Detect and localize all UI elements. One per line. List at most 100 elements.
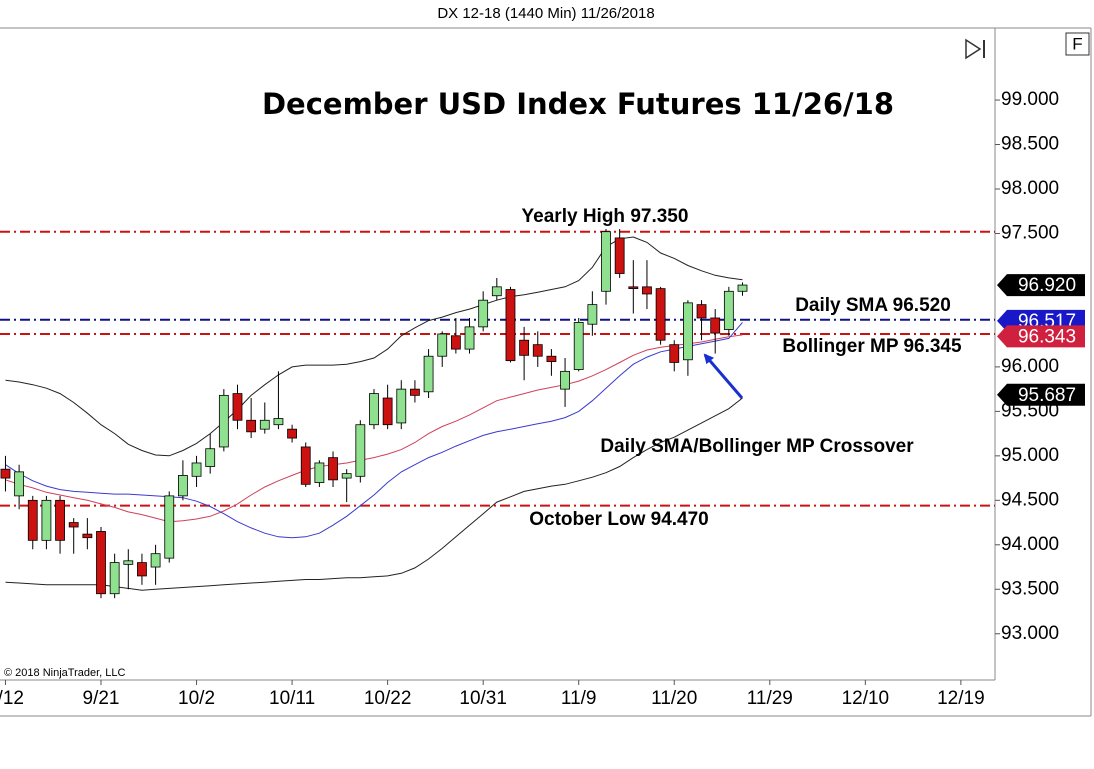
candle-body [96, 531, 106, 595]
x-tick-label: 9/21 [83, 688, 120, 709]
price-marker-label: 95.687 [1018, 385, 1076, 406]
candle-body [27, 499, 38, 541]
candle-body [505, 289, 516, 362]
candle-body [696, 304, 707, 319]
chart-title: December USD Index Futures 11/26/18 [262, 87, 894, 121]
y-tick-label: 95.000 [1001, 445, 1059, 466]
candle-body [164, 495, 175, 559]
annotation: Daily SMA/Bollinger MP Crossover [600, 436, 914, 457]
candle-body [683, 302, 693, 361]
candle-body [614, 237, 625, 274]
candle-body [314, 462, 325, 483]
candle-body [382, 397, 393, 426]
candle-body [573, 322, 584, 370]
x-tick-label: 10/2 [178, 688, 215, 709]
y-tick-label: 99.000 [1001, 89, 1059, 110]
candle-body [328, 457, 338, 481]
candle-body [437, 333, 448, 357]
header: DX 12-18 (1440 Min) 11/26/2018 [437, 5, 654, 22]
candle-body [710, 317, 721, 334]
candle-body [601, 231, 611, 292]
y-tick-label: 98.500 [1001, 134, 1059, 155]
x-tick-label: 10/11 [269, 688, 315, 709]
candle-body [410, 388, 420, 396]
plot-area [0, 229, 995, 599]
y-tick-label: 94.500 [1001, 489, 1059, 510]
candle-body [423, 355, 434, 393]
scroll-end-icon[interactable] [965, 38, 985, 60]
copyright: © 2018 NinjaTrader, LLC [4, 667, 125, 679]
y-tick-label: 98.000 [1001, 178, 1059, 199]
annotation-arrow [703, 353, 744, 399]
candle-body [191, 462, 202, 477]
y-tick-label: 93.500 [1001, 578, 1059, 599]
y-tick-label: 95.500 [1001, 400, 1059, 421]
overlay: Yearly High 97.350 Daily SMA 96.520 Bollin… [522, 206, 1085, 530]
x-tick-label: 11/9 [561, 688, 597, 709]
candle-body [355, 424, 366, 477]
candle-body [341, 473, 352, 479]
y-tick-label: 93.000 [1001, 623, 1059, 644]
candle-body [450, 335, 461, 350]
price-marker [997, 274, 1085, 297]
candle-body [560, 370, 570, 390]
f-button-label[interactable]: F [1072, 34, 1082, 53]
x-tick-label: 11/29 [747, 688, 793, 709]
candle-body [587, 304, 598, 325]
f-button[interactable] [1065, 32, 1090, 56]
candle-body [137, 562, 147, 577]
candle-body [82, 533, 93, 539]
x-tick-label: 12/19 [937, 688, 985, 709]
annotation: Bollinger MP 96.345 [782, 336, 962, 357]
candle-body [68, 522, 79, 528]
candle-body [218, 394, 229, 448]
candle-body [41, 499, 52, 541]
candle-body [205, 448, 216, 467]
indicator-line [5, 334, 743, 523]
annotation: Yearly High 97.350 [522, 206, 689, 227]
price-marker [997, 325, 1085, 348]
candle-body [655, 288, 666, 341]
candle-body [546, 355, 557, 362]
candle-body [287, 428, 297, 439]
indicator-line [5, 322, 743, 539]
y-tick-label: 96.000 [1001, 356, 1059, 377]
candle-body [628, 286, 639, 290]
candle-body [723, 290, 734, 330]
price-marker [997, 383, 1085, 406]
candle-body [300, 446, 311, 485]
candle-body [273, 418, 284, 426]
candle-body [396, 388, 407, 424]
candle-body [177, 475, 188, 497]
candle-body [232, 393, 243, 421]
candle-body [246, 419, 257, 433]
y-tick-label: 94.000 [1001, 534, 1059, 555]
candle-body [737, 284, 748, 292]
y-tick-label: 97.500 [1001, 222, 1059, 243]
candle-body [519, 339, 530, 356]
play-icon[interactable] [965, 38, 982, 60]
candle-body [109, 562, 120, 595]
x-tick-label: 10/22 [364, 688, 412, 709]
candle-body [464, 326, 475, 350]
x-tick-label: 12/10 [842, 688, 890, 709]
candle-body [369, 393, 379, 426]
annotation: Daily SMA 96.520 [795, 295, 951, 316]
x-tick-label: 9/12 [0, 688, 24, 709]
candle-body [642, 286, 652, 295]
candle-body [532, 344, 543, 357]
x-tick-label: 11/20 [651, 688, 697, 709]
candle-body [123, 560, 134, 565]
price-marker-label: 96.343 [1018, 326, 1076, 347]
candle-body [14, 471, 25, 497]
candle-body [491, 286, 502, 297]
annotation: October Low 94.470 [529, 509, 709, 530]
candle-body [0, 468, 11, 479]
price-marker-label: 96.920 [1018, 275, 1076, 296]
candle-body [669, 344, 680, 363]
candle-body [478, 299, 489, 328]
candle-body [55, 499, 65, 541]
